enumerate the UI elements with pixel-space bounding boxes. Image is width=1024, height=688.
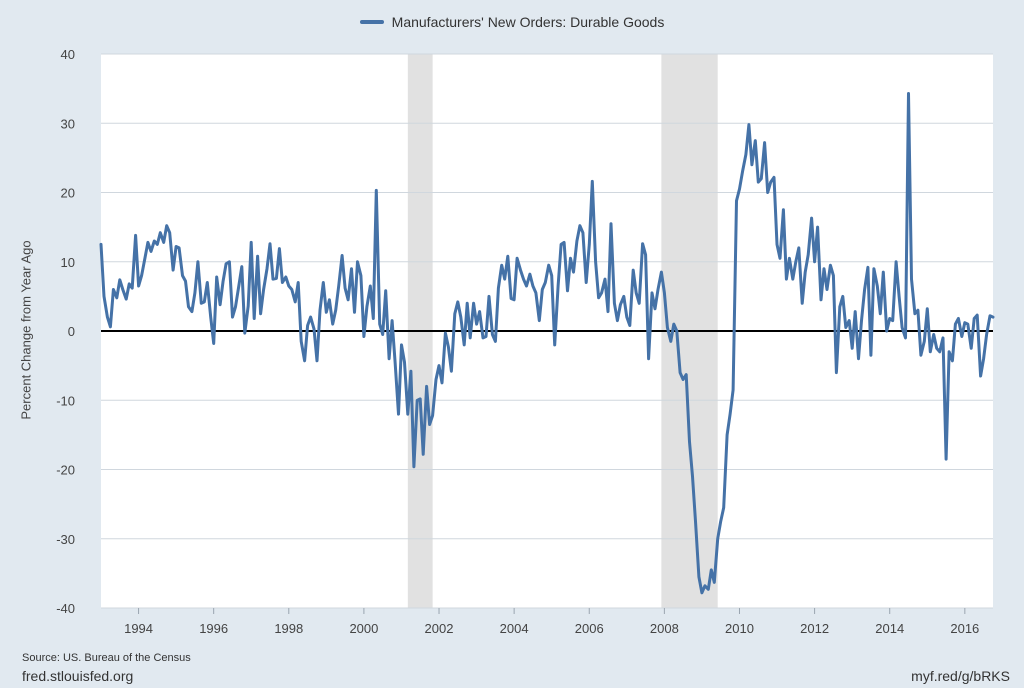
short-link[interactable]: myf.red/g/bRKS bbox=[911, 668, 1010, 684]
x-axis-ticks: 1994 1996 1998 2000 2002 2004 2006 2008 2010 2012… bbox=[124, 608, 979, 636]
y-tick-label: -10 bbox=[56, 393, 75, 408]
series-line-1 bbox=[99, 92, 995, 595]
y-tick-label: -20 bbox=[56, 463, 75, 478]
x-tick-label: 2008 bbox=[650, 621, 679, 636]
series-layer bbox=[99, 92, 995, 595]
y-tick-label: 30 bbox=[61, 116, 75, 131]
x-tick-label: 2006 bbox=[575, 621, 604, 636]
y-tick-label: 20 bbox=[61, 186, 75, 201]
legend-label[interactable]: Manufacturers' New Orders: Durable Goods bbox=[391, 14, 665, 30]
y-tick-label: 10 bbox=[61, 255, 75, 270]
x-tick-label: 2002 bbox=[425, 621, 454, 636]
y-tick-label: 0 bbox=[68, 324, 75, 339]
site-link[interactable]: fred.stlouisfed.org bbox=[22, 668, 134, 684]
x-tick-label: 1996 bbox=[199, 621, 228, 636]
y-tick-label: 40 bbox=[61, 47, 75, 62]
y-tick-label: -40 bbox=[56, 601, 75, 616]
x-tick-label: 2016 bbox=[950, 621, 979, 636]
source-note: Source: US. Bureau of the Census bbox=[22, 652, 191, 664]
x-tick-label: 2010 bbox=[725, 621, 754, 636]
x-tick-label: 2012 bbox=[800, 621, 829, 636]
y-axis-ticks: 40 30 20 10 0 -10 -20 -30 -40 bbox=[56, 47, 75, 616]
x-tick-label: 2014 bbox=[875, 621, 904, 636]
x-tick-label: 2004 bbox=[500, 621, 529, 636]
grid-lines bbox=[101, 53, 993, 609]
x-tick-label: 2000 bbox=[349, 621, 378, 636]
x-tick-label: 1994 bbox=[124, 621, 153, 636]
legend-swatch bbox=[359, 20, 384, 24]
legend: Manufacturers' New Orders: Durable Goods bbox=[0, 14, 1024, 30]
x-tick-label: 1998 bbox=[274, 621, 303, 636]
y-tick-label: -30 bbox=[56, 532, 75, 547]
